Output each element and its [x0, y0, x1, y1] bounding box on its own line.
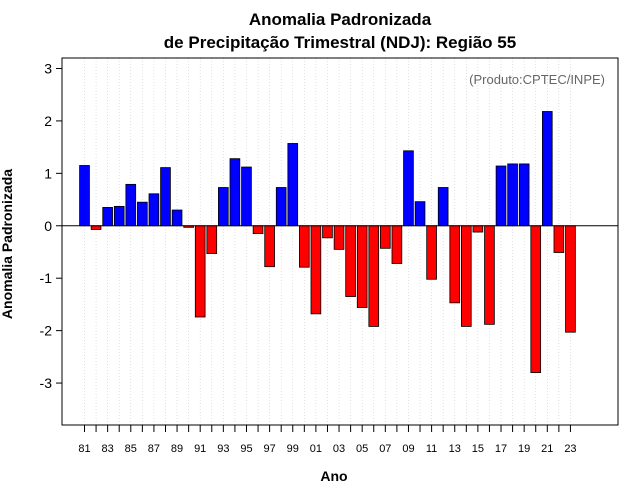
bar-87: [148, 193, 160, 227]
bar-01: [310, 225, 322, 315]
bar-86: [137, 201, 148, 227]
x-tick-label: 03: [333, 443, 345, 455]
y-tick-label: 2: [44, 113, 52, 129]
bar-82: [90, 225, 102, 230]
x-tick-label: 95: [240, 443, 252, 455]
y-tick-label: -1: [40, 270, 53, 286]
bar-02: [322, 225, 333, 239]
bar-07: [380, 225, 391, 249]
bar-93: [218, 187, 229, 227]
x-tick-label: 85: [125, 443, 137, 455]
bar-83: [102, 207, 113, 227]
bars: [79, 111, 576, 373]
y-tick-label: 1: [44, 165, 52, 181]
x-tick-label: 89: [171, 443, 183, 455]
x-axis-ticks: 81 83 85 87 89 91 93 95 97 99 01 03 05 07 09 11 13 15 17 19…: [78, 425, 577, 455]
x-tick-label: 19: [518, 443, 530, 455]
bar-85: [125, 183, 137, 227]
bar-89: [171, 209, 183, 227]
bar-97: [264, 225, 275, 268]
bar-04: [345, 225, 356, 297]
product-annotation: (Produto:CPTEC/INPE): [469, 72, 605, 87]
y-axis-label: Anomalia Padronizada: [0, 169, 15, 319]
y-tick-label: 0: [44, 218, 52, 234]
bar-81: [79, 165, 90, 227]
bar-21: [542, 111, 553, 227]
bar-19: [518, 163, 530, 227]
bar-20: [530, 225, 542, 373]
x-tick-label: 09: [402, 443, 414, 455]
x-tick-label: 87: [148, 443, 160, 455]
bar-22: [553, 225, 565, 253]
bar-05: [356, 225, 368, 308]
bar-00: [299, 225, 310, 268]
bar-16: [484, 225, 495, 325]
y-axis-ticks: -3 -2 -1 0 1 2 3: [40, 60, 62, 391]
bar-15: [472, 225, 484, 233]
x-tick-label: 93: [217, 443, 229, 455]
bar-98: [275, 187, 287, 227]
x-tick-label: 99: [287, 443, 299, 455]
bar-10: [414, 201, 426, 227]
bar-17: [495, 165, 507, 227]
x-tick-label: 11: [426, 443, 437, 455]
bar-06: [368, 225, 380, 327]
x-axis-label: Ano: [320, 468, 347, 484]
bar-94: [229, 158, 241, 227]
y-tick-label: -2: [40, 323, 53, 339]
x-tick-label: 07: [379, 443, 391, 455]
x-tick-label: 23: [564, 443, 576, 455]
bar-92: [206, 225, 218, 254]
bar-88: [160, 167, 171, 227]
grid-lines: [84, 58, 571, 425]
bar-99: [287, 143, 299, 227]
x-tick-label: 91: [194, 443, 206, 455]
chart-title: Anomalia Padronizada: [249, 10, 432, 29]
bar-96: [252, 225, 264, 235]
bar-13: [449, 225, 461, 304]
bar-91: [194, 225, 206, 318]
x-tick-label: 13: [449, 443, 461, 455]
x-tick-label: 81: [78, 443, 90, 455]
bar-95: [241, 166, 252, 227]
bar-12: [437, 187, 449, 227]
bar-08: [391, 225, 403, 264]
plot-frame: [61, 57, 619, 426]
y-tick-label: 3: [44, 60, 52, 76]
bar-03: [333, 225, 345, 250]
bar-14: [461, 225, 472, 327]
bar-11: [426, 225, 437, 280]
x-tick-label: 05: [356, 443, 368, 455]
y-tick-label: -3: [40, 375, 53, 391]
bar-84: [113, 205, 125, 227]
x-tick-label: 15: [472, 443, 484, 455]
x-tick-label: 83: [102, 443, 114, 455]
x-tick-label: 97: [263, 443, 275, 455]
chart-subtitle: de Precipitação Trimestral (NDJ): Região…: [164, 33, 516, 52]
bar-23: [565, 225, 576, 333]
bar-09: [403, 150, 414, 227]
x-tick-label: 17: [495, 443, 507, 455]
x-tick-label: 21: [541, 443, 553, 455]
x-tick-label: 01: [310, 443, 322, 455]
plot-border: [61, 57, 619, 426]
bar-18: [507, 163, 518, 227]
